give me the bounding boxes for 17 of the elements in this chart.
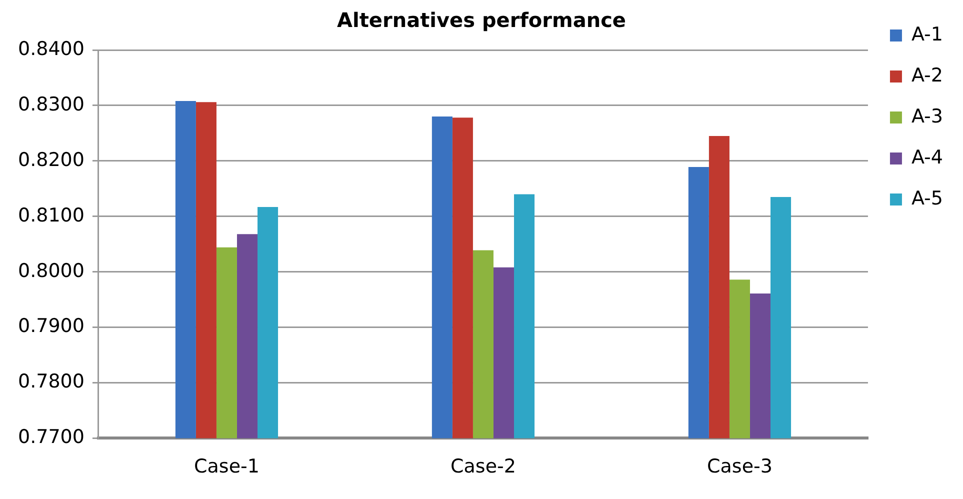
chart-title: Alternatives performance xyxy=(337,8,626,32)
x-tick-label: Case-1 xyxy=(194,456,260,478)
y-tick-label: 0.8200 xyxy=(18,148,84,171)
x-tick-label: Case-2 xyxy=(450,456,516,478)
legend-label: A-2 xyxy=(911,64,944,86)
legend-label: A-5 xyxy=(911,187,944,210)
legend-label: A-4 xyxy=(911,146,944,168)
y-tick-label: 0.8100 xyxy=(18,204,84,226)
y-tick-label: 0.8000 xyxy=(18,260,84,282)
y-tick-label: 0.7700 xyxy=(18,426,84,448)
y-tick-label: 0.7900 xyxy=(18,315,84,338)
y-tick-label: 0.7800 xyxy=(18,370,84,393)
y-tick-label: 0.8400 xyxy=(18,38,84,60)
x-tick-label: Case-3 xyxy=(707,456,772,478)
legend-label: A-3 xyxy=(911,105,944,128)
legend-label: A-1 xyxy=(911,23,944,46)
y-tick-label: 0.8300 xyxy=(18,93,84,116)
